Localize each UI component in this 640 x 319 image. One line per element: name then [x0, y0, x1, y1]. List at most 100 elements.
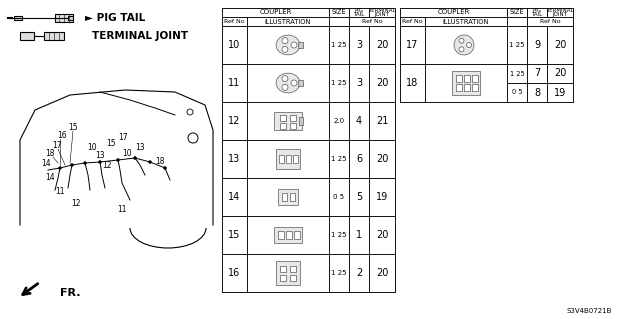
Text: 8: 8: [534, 87, 540, 98]
Circle shape: [99, 160, 102, 164]
Text: 20: 20: [376, 230, 388, 240]
Text: Ref No: Ref No: [540, 19, 560, 24]
Bar: [247, 140, 329, 178]
Text: PIG: PIG: [532, 8, 541, 13]
Text: JOINT: JOINT: [552, 12, 568, 17]
Bar: [274, 227, 302, 243]
Bar: [299, 117, 303, 125]
Bar: [547, 26, 573, 64]
Bar: [425, 64, 507, 102]
Text: Ref No: Ref No: [362, 19, 382, 24]
Bar: [472, 84, 478, 91]
Text: 20: 20: [554, 69, 566, 78]
Text: 11: 11: [55, 188, 65, 197]
Bar: [349, 216, 369, 254]
Text: 14: 14: [45, 173, 55, 182]
Bar: [329, 140, 349, 178]
Circle shape: [291, 42, 297, 48]
Text: 1 25: 1 25: [509, 70, 524, 77]
Text: TERMINAL JOINT: TERMINAL JOINT: [92, 31, 188, 41]
Bar: [329, 102, 349, 140]
Bar: [278, 231, 284, 239]
Text: 7: 7: [534, 69, 540, 78]
Circle shape: [282, 46, 288, 52]
Text: 1: 1: [356, 230, 362, 240]
Text: 15: 15: [228, 230, 241, 240]
Bar: [527, 83, 547, 102]
Bar: [68, 16, 73, 20]
Text: ► PIG TAIL: ► PIG TAIL: [85, 13, 145, 23]
Bar: [369, 26, 395, 64]
Bar: [247, 178, 329, 216]
Text: 13: 13: [228, 154, 241, 164]
Text: S3V4B0721B: S3V4B0721B: [566, 308, 612, 314]
Bar: [507, 64, 527, 83]
Text: 17: 17: [406, 40, 419, 50]
Text: 1 25: 1 25: [332, 42, 347, 48]
Circle shape: [70, 164, 74, 167]
Bar: [456, 75, 462, 82]
Bar: [290, 193, 295, 201]
Text: 6: 6: [356, 154, 362, 164]
Bar: [400, 64, 425, 102]
Bar: [547, 8, 573, 17]
Text: 3: 3: [356, 40, 362, 50]
Ellipse shape: [276, 35, 300, 55]
Bar: [290, 275, 296, 281]
Bar: [369, 254, 395, 292]
Bar: [14, 16, 22, 20]
Bar: [290, 266, 296, 272]
Bar: [527, 26, 547, 64]
Bar: [400, 26, 425, 64]
Bar: [290, 123, 296, 129]
Circle shape: [459, 38, 464, 43]
Text: ILLUSTRATION: ILLUSTRATION: [443, 19, 489, 25]
Text: 1 25: 1 25: [332, 80, 347, 86]
Bar: [247, 64, 329, 102]
Bar: [280, 115, 286, 121]
Bar: [298, 80, 303, 86]
Bar: [280, 275, 286, 281]
Bar: [507, 8, 527, 17]
Text: 19: 19: [554, 87, 566, 98]
Text: 18: 18: [45, 150, 55, 159]
Text: 1 25: 1 25: [509, 42, 525, 48]
Bar: [507, 83, 527, 102]
Bar: [222, 8, 395, 292]
Text: 20: 20: [376, 154, 388, 164]
Text: 17: 17: [52, 140, 62, 150]
Text: 1 25: 1 25: [332, 232, 347, 238]
Bar: [349, 64, 369, 102]
Bar: [247, 17, 329, 26]
Bar: [222, 102, 247, 140]
Text: 15: 15: [106, 138, 116, 147]
Bar: [349, 178, 369, 216]
Bar: [222, 8, 329, 17]
Bar: [547, 83, 573, 102]
Bar: [329, 17, 349, 26]
Bar: [507, 17, 527, 26]
Bar: [369, 140, 395, 178]
Text: 2: 2: [356, 268, 362, 278]
Text: 14: 14: [41, 160, 51, 168]
Text: 10: 10: [87, 144, 97, 152]
Circle shape: [282, 84, 288, 90]
Circle shape: [282, 76, 288, 82]
Text: 17: 17: [118, 132, 128, 142]
Bar: [286, 231, 292, 239]
Bar: [472, 75, 478, 82]
Text: 12: 12: [228, 116, 241, 126]
Bar: [349, 26, 369, 64]
Text: 10: 10: [228, 40, 241, 50]
Bar: [222, 17, 247, 26]
Circle shape: [163, 167, 166, 169]
Bar: [247, 216, 329, 254]
Text: SIZE: SIZE: [332, 10, 346, 16]
Ellipse shape: [454, 35, 474, 55]
Bar: [282, 193, 287, 201]
Text: TERMINAL: TERMINAL: [547, 8, 573, 13]
Bar: [329, 8, 349, 17]
Text: Ref No: Ref No: [224, 19, 245, 24]
Text: 20: 20: [376, 268, 388, 278]
Text: 3: 3: [356, 78, 362, 88]
